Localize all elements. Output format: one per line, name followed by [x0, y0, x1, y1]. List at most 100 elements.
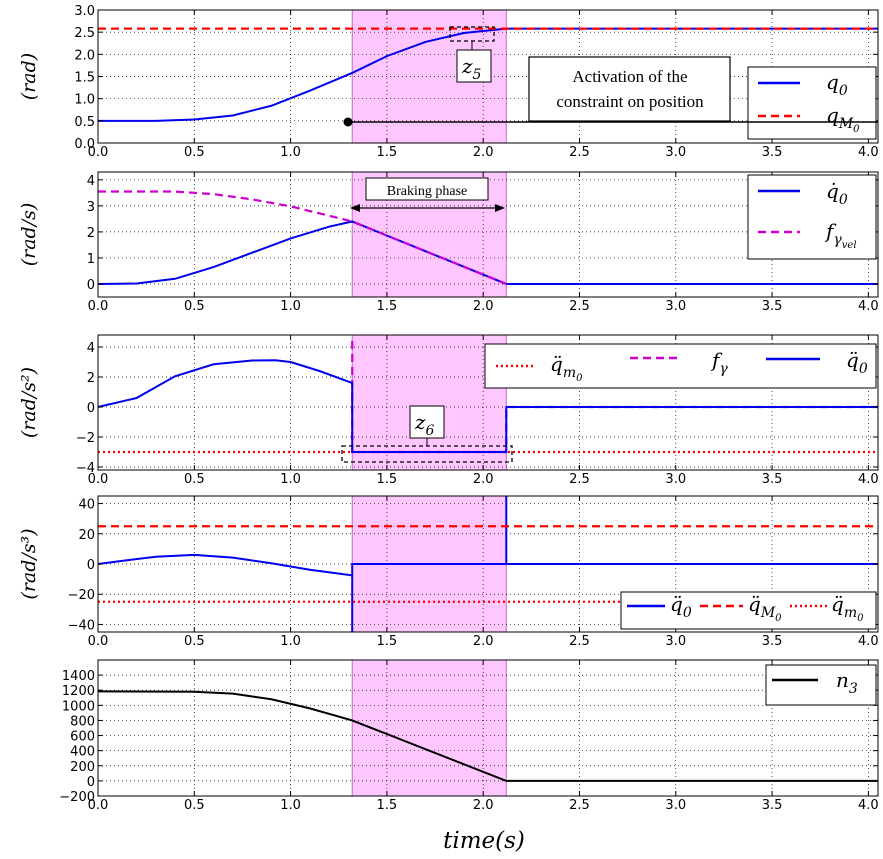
y-tick-label: 0 — [87, 775, 95, 790]
x-tick-label: 4.0 — [858, 634, 879, 649]
x-tick-label: 3.0 — [665, 798, 686, 813]
x-tick-label: 3.5 — [762, 145, 783, 160]
x-tick-label: 1.5 — [377, 472, 398, 487]
x-tick-label: 3.0 — [665, 472, 686, 487]
x-tick-label: 2.0 — [473, 472, 494, 487]
x-tick-label: 3.0 — [665, 634, 686, 649]
x-tick-label: 1.0 — [280, 798, 301, 813]
y-tick-label: −20 — [68, 588, 95, 603]
legend-label: q̇0 — [826, 179, 848, 208]
chart-panel-3: 0.0 0.5 1.0 1.5 2.0 2.5 3.0 3.5 4.0 −4 −2 0 2 4 (rad/s… — [18, 334, 879, 487]
annotation-text-line2: constraint on position — [556, 92, 704, 111]
y-tick-label: 0.5 — [74, 115, 95, 130]
x-tick-label: 2.5 — [569, 472, 590, 487]
legend-box — [765, 664, 877, 706]
zoom-label: z5 — [461, 54, 482, 83]
legend-box — [747, 174, 877, 260]
y-tick-label: 1.0 — [74, 93, 95, 108]
x-tick-label: 4.0 — [858, 299, 879, 314]
x-tick-label: 1.0 — [280, 634, 301, 649]
x-tick-label: 3.5 — [762, 634, 783, 649]
x-tick-label: 0.0 — [88, 472, 109, 487]
annotation-activation: Activation of the constraint on position — [343, 56, 878, 127]
x-tick-label: 0.5 — [184, 472, 205, 487]
y-axis-label: (rad) — [18, 53, 40, 100]
y-tick-label: −200 — [59, 790, 95, 805]
x-tick-label: 4.0 — [858, 145, 879, 160]
x-tick-label: 3.0 — [665, 299, 686, 314]
x-tick-label: 2.0 — [473, 145, 494, 160]
y-tick-label: 2 — [87, 226, 95, 241]
axes-frame-2 — [97, 171, 879, 298]
y-tick-label: 0.0 — [74, 137, 95, 152]
axes-frame-3 — [97, 334, 879, 471]
x-tick-label: 0.5 — [184, 299, 205, 314]
legend-label: n3 — [836, 668, 858, 697]
legend-label: q̈0 — [670, 592, 692, 621]
annotation-text-line1: Activation of the — [572, 67, 687, 86]
x-tick-label: 3.5 — [762, 472, 783, 487]
x-tick-label: 1.5 — [377, 634, 398, 649]
legend-label: q̈m0 — [550, 352, 583, 384]
legend-label: q̈0 — [846, 348, 868, 377]
braking-arrow-head-right — [495, 204, 505, 212]
x-tick-label: 0.5 — [184, 145, 205, 160]
axes-frame-5 — [97, 659, 879, 797]
plot-layer: 0.0 0.5 1.0 1.5 2.0 2.5 3.0 3.5 4.0 0.0 0.5 1.0 1.5 2… — [18, 4, 879, 813]
x-tick-label: 2.5 — [569, 299, 590, 314]
y-tick-label: 600 — [70, 730, 95, 745]
legend-box — [484, 343, 877, 389]
x-axis-label: time(s) — [443, 828, 525, 854]
x-tick-label: 1.0 — [280, 299, 301, 314]
chart-panel-1: 0.0 0.5 1.0 1.5 2.0 2.5 3.0 3.5 4.0 0.0 0.5 1.0 1.5 2… — [18, 4, 879, 160]
x-tick-label: 1.0 — [280, 472, 301, 487]
chart-panel-4: 0.0 0.5 1.0 1.5 2.0 2.5 3.0 3.5 4.0 −40 −20 0 20 40 (r… — [18, 495, 879, 649]
x-tick-label: 3.5 — [762, 798, 783, 813]
series-line-fγvel — [98, 190, 507, 285]
x-tick-label: 2.5 — [569, 145, 590, 160]
zoom-label-box — [409, 405, 445, 439]
y-axis-label: (rad/s²) — [18, 367, 40, 438]
legend-label: q̈m0 — [831, 592, 864, 624]
series-line-q⃛0 — [97, 496, 878, 632]
activation-marker-dot — [343, 117, 353, 127]
y-tick-label: −40 — [68, 618, 95, 633]
series-line-q̈0 — [97, 359, 878, 453]
shaded-region-5 — [351, 659, 507, 797]
x-tick-label: 3.0 — [665, 145, 686, 160]
chart-panel-5: 0.0 0.5 1.0 1.5 2.0 2.5 3.0 3.5 4.0 −200020040060… — [59, 659, 879, 813]
y-tick-label: 2.5 — [74, 26, 95, 41]
series-line-q0 — [98, 27, 878, 122]
y-tick-label: 1.5 — [74, 71, 95, 86]
y-tick-label: 0 — [87, 278, 95, 293]
x-tick-label: 2.0 — [473, 798, 494, 813]
legend-box — [747, 66, 877, 140]
x-tick-label: 0.0 — [88, 634, 109, 649]
x-tick-label: 2.0 — [473, 634, 494, 649]
legend-box — [620, 591, 877, 630]
legend-label: q0 — [826, 70, 848, 99]
zoom-marker-z5: z5 — [449, 26, 495, 83]
y-tick-label: −2 — [76, 431, 95, 446]
y-tick-label: 4 — [87, 174, 95, 189]
x-tick-label: 0.5 — [184, 798, 205, 813]
y-tick-label: 1200 — [62, 684, 95, 699]
x-tick-label: 2.5 — [569, 634, 590, 649]
y-tick-label: 2 — [87, 371, 95, 386]
y-axis-label: (rad/s) — [18, 203, 40, 267]
annotation-box — [528, 56, 731, 122]
y-tick-label: 2.0 — [74, 48, 95, 63]
x-tick-label: 0.5 — [184, 634, 205, 649]
y-tick-label: 3.0 — [74, 4, 95, 19]
y-tick-label: 0 — [87, 558, 95, 573]
y-tick-label: 0 — [87, 401, 95, 416]
x-tick-label: 0.0 — [88, 798, 109, 813]
legend-4: q̈0 q̈M0 q̈m0 — [620, 591, 877, 630]
x-tick-label: 1.5 — [377, 299, 398, 314]
x-tick-label: 0.0 — [88, 299, 109, 314]
x-tick-label: 2.0 — [473, 299, 494, 314]
